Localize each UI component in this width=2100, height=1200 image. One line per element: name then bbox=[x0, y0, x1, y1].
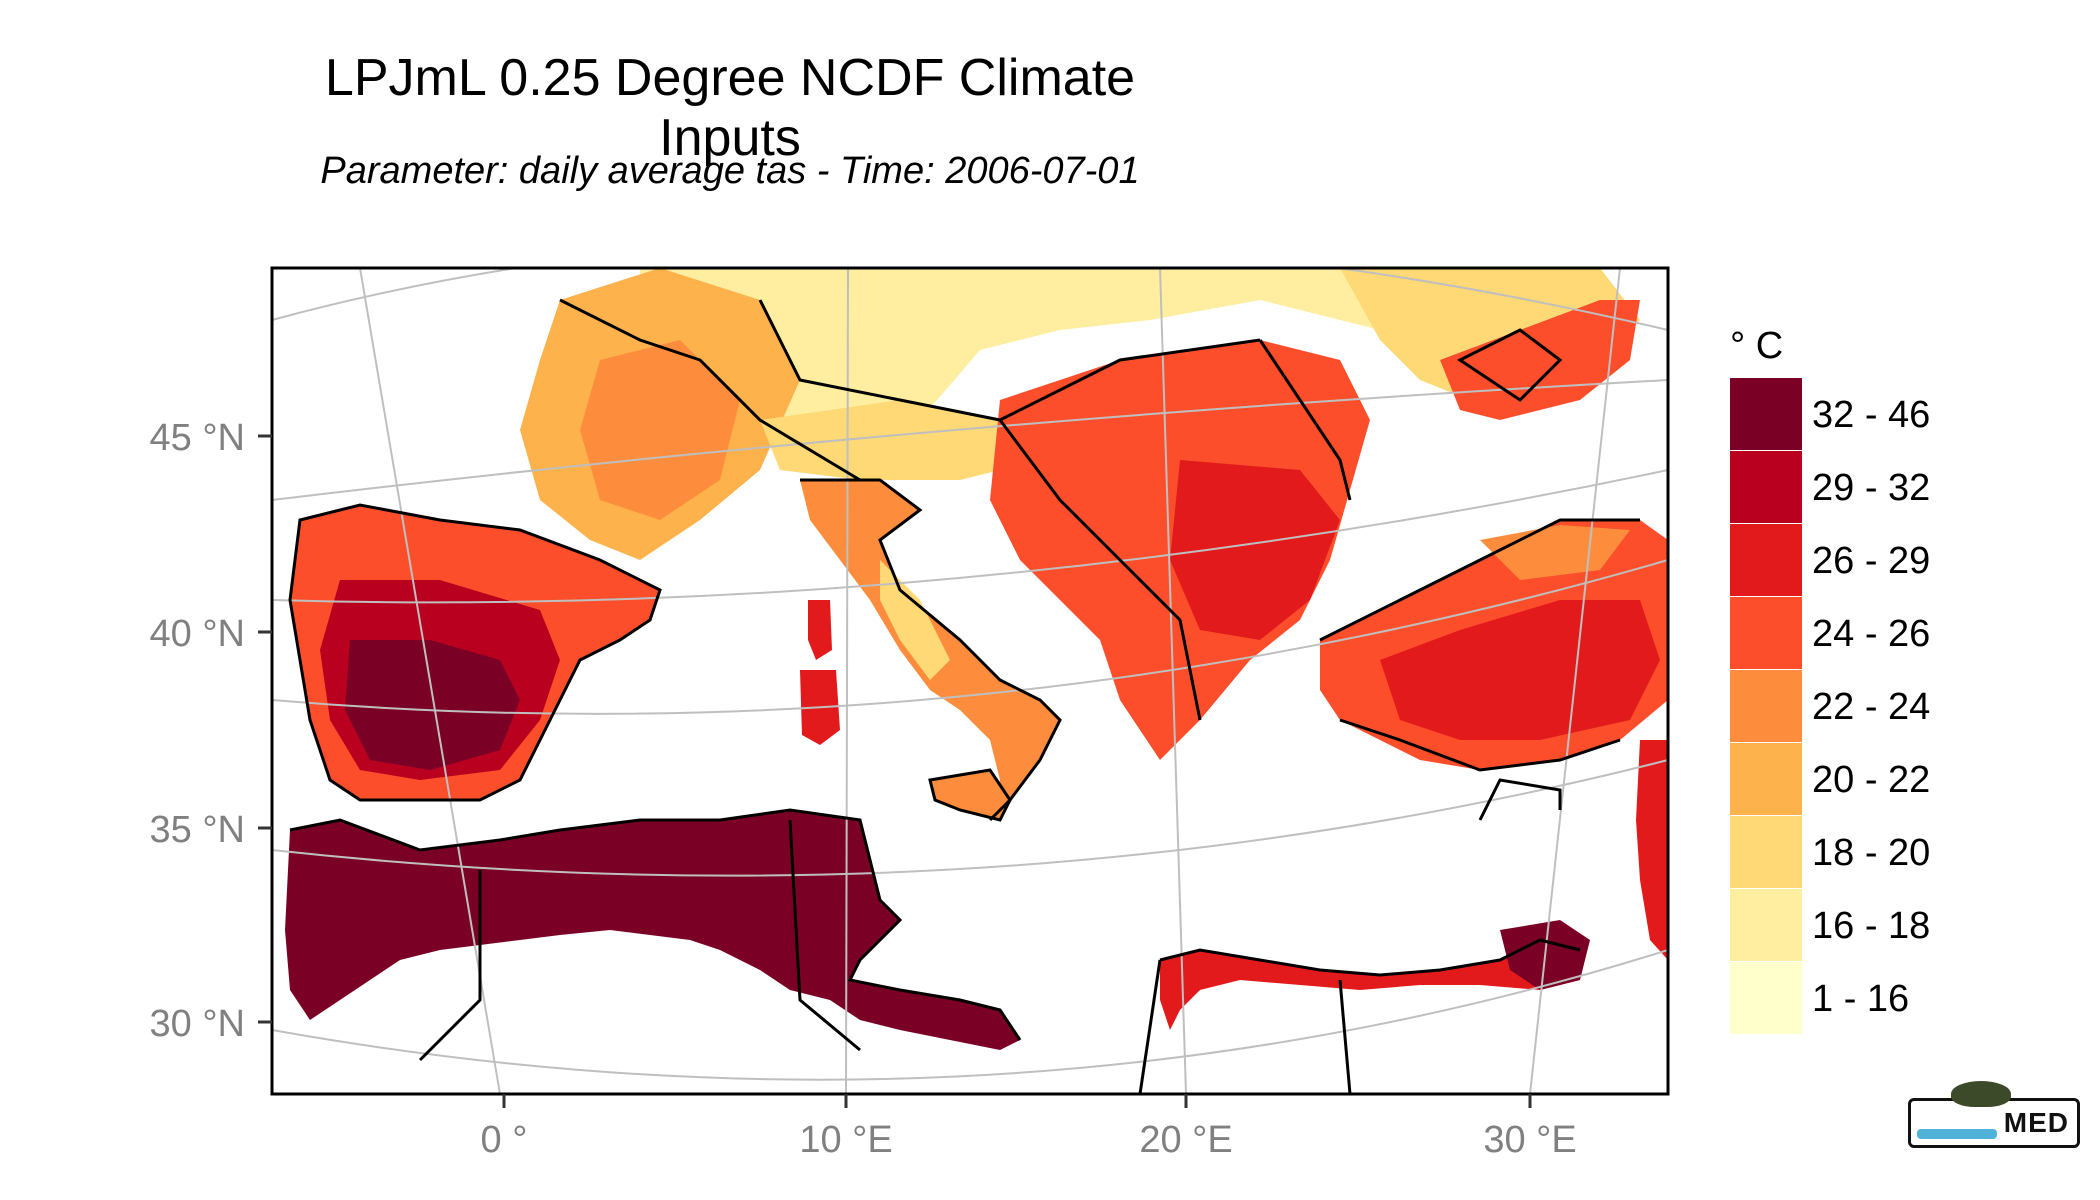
land-libya-coast bbox=[1160, 940, 1580, 1030]
land-class-32-46-n-africa bbox=[285, 810, 1020, 1050]
lat-tick-label: 40 °N bbox=[150, 613, 245, 655]
legend-swatch bbox=[1730, 743, 1802, 815]
legend-swatch bbox=[1730, 378, 1802, 450]
lat-tick-label: 30 °N bbox=[150, 1003, 245, 1045]
map-title: LPJmL 0.25 Degree NCDF Climate Inputs bbox=[324, 49, 1136, 167]
land-levant bbox=[1636, 740, 1668, 960]
land-class-18-20-alps bbox=[760, 400, 1040, 480]
legend-swatch bbox=[1730, 889, 1802, 961]
legend-swatch bbox=[1730, 597, 1802, 669]
map-subtitle: Parameter: daily average tas - Time: 200… bbox=[320, 150, 1140, 192]
legend-swatch bbox=[1730, 451, 1802, 523]
lon-tick-label: 10 °E bbox=[799, 1119, 892, 1161]
legend-label: 22 - 24 bbox=[1812, 686, 1930, 728]
lat-tick-label: 35 °N bbox=[150, 809, 245, 851]
land-class-26-29-balkans bbox=[1170, 460, 1340, 640]
legend-label: 32 - 46 bbox=[1812, 394, 1930, 436]
country-borders bbox=[288, 298, 1640, 1094]
lon-tick-label: 0 ° bbox=[481, 1119, 528, 1161]
legend-label: 1 - 16 bbox=[1812, 978, 1909, 1020]
water-icon bbox=[1917, 1129, 1997, 1139]
legend-swatch bbox=[1730, 962, 1802, 1034]
lon-tick-label: 30 °E bbox=[1483, 1119, 1576, 1161]
legend: ° C 32 - 46 29 - 32 26 - 29 24 - 26 22 - 24 2… bbox=[1730, 325, 1930, 1034]
legend-swatch bbox=[1730, 816, 1802, 888]
legend-label: 18 - 20 bbox=[1812, 832, 1930, 874]
land-sicily bbox=[930, 770, 1010, 820]
axis-ticks bbox=[258, 434, 1532, 1108]
graticule bbox=[272, 268, 1668, 1094]
legend-label: 26 - 29 bbox=[1812, 540, 1930, 582]
tree-icon bbox=[1951, 1081, 2011, 1107]
legend-label: 24 - 26 bbox=[1812, 613, 1930, 655]
legend-label: 16 - 18 bbox=[1812, 905, 1930, 947]
land-class-22-24-turkey bbox=[1480, 525, 1630, 580]
logo-text: MED bbox=[2003, 1107, 2069, 1138]
land-sardinia bbox=[800, 600, 840, 745]
legend-title: ° C bbox=[1730, 325, 1783, 367]
legend-swatch bbox=[1730, 670, 1802, 742]
land-class-18-20-italy bbox=[880, 560, 950, 680]
legend-swatch bbox=[1730, 524, 1802, 596]
land-class-22-24 bbox=[580, 340, 740, 520]
land-class-32-46-iberia bbox=[345, 640, 520, 770]
map-panel bbox=[272, 268, 1668, 1094]
legend-label: 29 - 32 bbox=[1812, 467, 1930, 509]
lon-tick-label: 20 °E bbox=[1139, 1119, 1232, 1161]
land-layer bbox=[285, 268, 1668, 1050]
legend-label: 20 - 22 bbox=[1812, 759, 1930, 801]
land-class-26-29-turkey bbox=[1380, 600, 1660, 740]
lat-tick-label: 45 °N bbox=[150, 417, 245, 459]
map-frame bbox=[270, 266, 1670, 1096]
omed-logo: MED bbox=[1908, 1081, 2080, 1148]
